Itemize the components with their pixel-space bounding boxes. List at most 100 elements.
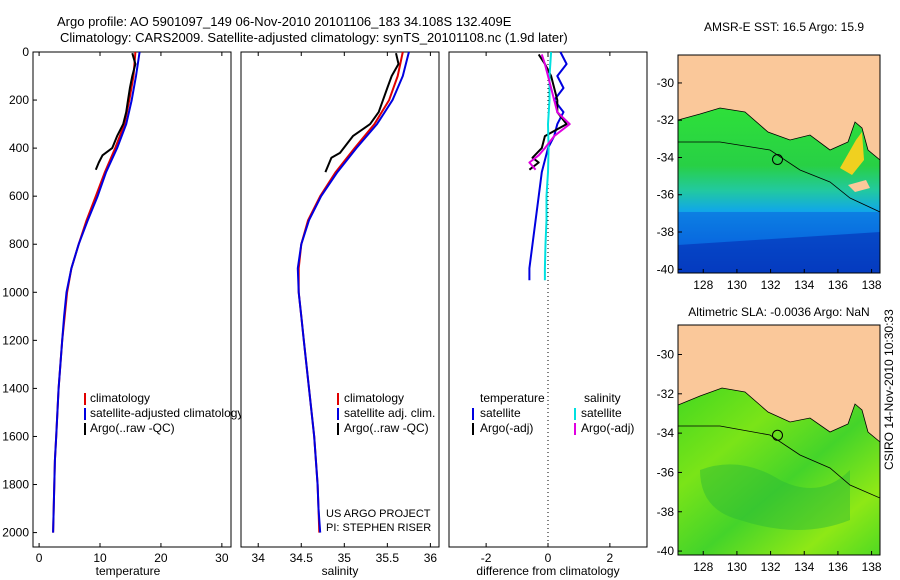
header-line-1: Argo profile: AO 5901097_149 06-Nov-2010… [57,14,512,29]
depth-tick-label: 800 [9,237,29,251]
diff-series-line-2 [543,51,553,281]
sst-island [848,180,870,192]
sla-ocean-field [678,388,880,555]
sla-xtick-label: 138 [862,560,882,574]
legend-header-salinity: salinity [584,391,621,405]
sal-xtick-label: 34 [252,551,266,565]
sst-xtick-label: 130 [727,278,747,292]
legend-header-temperature: temperature [480,391,545,405]
legend-label-sal-argo: Argo(-adj) [581,421,634,435]
difference-legend: temperature salinity satellite Argo(-adj… [472,391,634,435]
sst-y-axis: -30 -32 -34 -36 -38 -40 [657,76,682,276]
sst-ytick-label: -36 [657,188,675,202]
sst-gulf-warm-water [840,132,864,175]
salinity-axes-frame [240,51,440,548]
sla-map-panel: Altimetric SLA: -0.0036 Argo: NaN 128 130… [657,305,882,574]
salinity-panel: 34 34.5 35 35.5 36 salinity climatology sate… [240,51,440,578]
sla-ytick-label: -40 [657,544,675,558]
legend-label-satellite: satellite adj. clim. [344,406,435,420]
legend-label-temp-argo: Argo(-adj) [480,421,533,435]
sal-series-line-2 [324,52,400,173]
legend-label-climatology: climatology [90,391,150,405]
legend-label-climatology: climatology [344,391,404,405]
sst-ytick-label: -30 [657,76,675,90]
sla-depth-contour [678,425,880,499]
sla-ytick-label: -32 [657,387,675,401]
sal-xtick-label: 36 [424,551,438,565]
sla-ytick-label: -36 [657,465,675,479]
diff-xtick-label: 0 [545,551,552,565]
sla-xtick-label: 134 [794,560,814,574]
depth-tick-label: 200 [9,93,29,107]
sst-xtick-label: 134 [794,278,814,292]
diff-xtick-label: 2 [607,551,614,565]
depth-tick-label: 2000 [2,526,29,540]
salinity-xlabel: salinity [322,564,359,578]
temperature-x-axis: 0 10 20 30 [36,52,229,565]
salinity-legend: climatology satellite adj. clim. Argo(..… [337,391,435,435]
depth-tick-label: 1400 [2,381,29,395]
sla-xtick-label: 132 [761,560,781,574]
depth-tick-label: 1200 [2,333,29,347]
side-label: CSIRO 14-Nov-2010 10:30:33 [882,309,896,470]
sst-coastline [678,107,880,161]
sst-map-image [678,55,880,273]
salinity-x-axis: 34 34.5 35 35.5 36 [252,52,438,565]
sla-map-image [678,325,880,555]
difference-xlabel: difference from climatology [476,564,619,578]
temperature-legend: climatology satellite-adjusted climatolo… [84,391,243,435]
diff-xtick-label: -2 [481,551,492,565]
sst-ytick-label: -32 [657,113,675,127]
sst-map-title: AMSR-E SST: 16.5 Argo: 15.9 [704,20,864,34]
sla-map-frame [677,324,881,556]
sla-ytick-label: -34 [657,426,675,440]
sst-ytick-label: -38 [657,225,675,239]
salinity-series [296,51,410,533]
pi-annotation: PI: STEPHEN RISER [326,522,431,534]
temp-xtick-label: 30 [215,551,229,565]
temp-xtick-label: 20 [154,551,168,565]
sst-coldest-band [678,232,880,273]
sla-ytick-label: -38 [657,505,675,519]
sal-xtick-label: 35.5 [376,551,400,565]
temp-series-line-2 [94,52,137,171]
diff-series-line-0 [528,51,568,281]
temp-xtick-label: 10 [93,551,107,565]
depth-tick-label: 1000 [2,285,29,299]
temp-xtick-label: 0 [36,551,43,565]
header-line-2: Climatology: CARS2009. Satellite-adjuste… [60,30,568,45]
depth-tick-label: 0 [22,45,29,59]
depth-tick-label: 1600 [2,429,29,443]
sal-xtick-label: 34.5 [290,551,314,565]
sla-low-patch [700,464,850,530]
sst-depth-contour [678,141,880,213]
diff-series-line-3 [528,54,571,171]
sla-xtick-label: 130 [727,560,747,574]
temperature-xlabel: temperature [96,564,161,578]
depth-tick-label: 400 [9,141,29,155]
temperature-series [52,51,141,533]
difference-x-axis: -2 0 2 [481,52,614,565]
legend-label-satellite: satellite-adjusted climatology [90,406,243,420]
sst-xtick-label: 136 [828,278,848,292]
sla-argo-location-marker [772,429,783,441]
difference-series [528,51,571,281]
sla-ytick-label: -30 [657,347,675,361]
temperature-panel: 0 200 400 600 800 1000 1200 1400 1600 1800 2000 0 1… [2,45,243,578]
sst-ytick-label: -40 [657,262,675,276]
sla-map-title: Altimetric SLA: -0.0036 Argo: NaN [688,305,869,319]
depth-axis: 0 200 400 600 800 1000 1200 1400 1600 1800 2000 [2,45,37,540]
project-annotation: US ARGO PROJECT [326,508,431,520]
temp-series-line-1 [52,51,141,533]
difference-panel: -2 0 2 difference from climatology tempera… [448,51,648,578]
legend-label-sal-satellite: satellite [581,406,622,420]
sla-x-axis: 128 130 132 134 136 138 [693,551,882,574]
sst-x-axis: 128 130 132 134 136 138 [693,269,882,292]
sst-map-panel: AMSR-E SST: 16.5 Argo: 15.9 128 130 132 134… [657,20,882,292]
sst-xtick-label: 128 [693,278,713,292]
temperature-axes-frame [32,51,232,548]
sst-argo-location-marker [772,154,783,165]
legend-label-argo: Argo(..raw -QC) [90,421,175,435]
sla-xtick-label: 136 [828,560,848,574]
depth-tick-label: 600 [9,189,29,203]
